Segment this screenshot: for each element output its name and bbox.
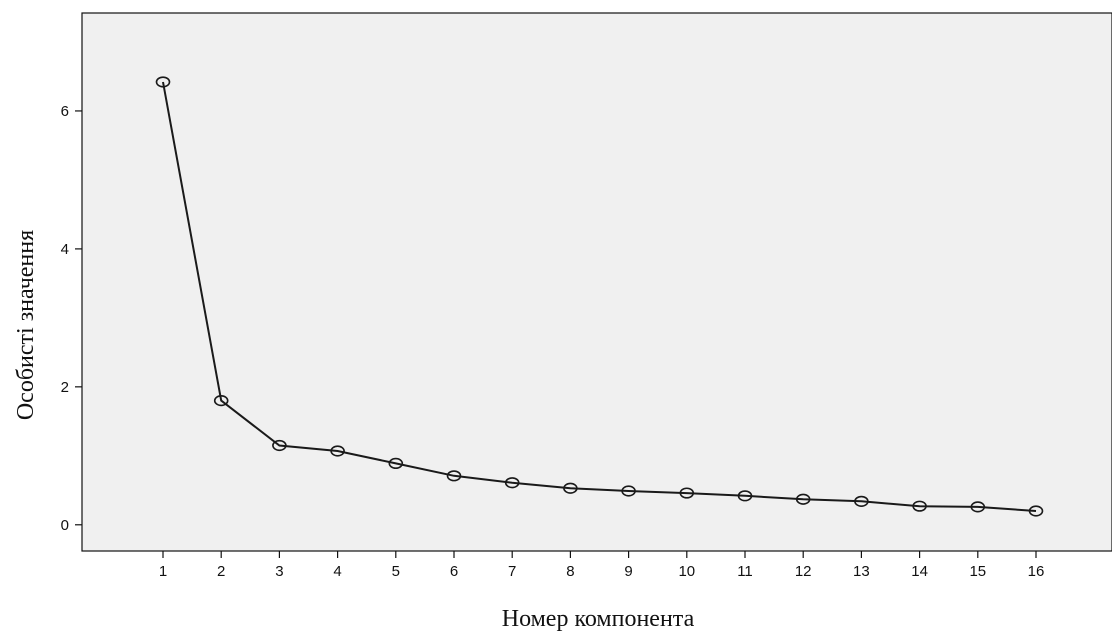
data-point-7: [504, 477, 520, 489]
data-point-2: [213, 395, 229, 407]
plot-area: [81, 12, 1112, 552]
x-tick-label-4: 4: [333, 563, 341, 580]
data-point-1: [155, 76, 171, 88]
data-point-13: [854, 495, 869, 507]
y-axis: 0 2 4 6: [61, 103, 82, 534]
data-point-9: [621, 485, 636, 497]
x-tick-label-2: 2: [217, 563, 225, 580]
series-line: [162, 81, 1037, 512]
data-point-14: [912, 500, 927, 512]
x-tick-label-6: 6: [450, 563, 458, 580]
y-tick-label-0: 0: [61, 517, 69, 534]
data-point-3: [272, 439, 287, 452]
y-axis-title: Особисті значення: [13, 230, 39, 420]
data-point-15: [970, 501, 986, 513]
y-tick-label-4: 4: [61, 241, 69, 258]
x-tick-label-12: 12: [795, 563, 812, 580]
x-tick-label-3: 3: [275, 563, 283, 580]
data-point-5: [388, 457, 404, 470]
data-point-11: [737, 490, 753, 502]
x-tick-label-14: 14: [911, 563, 928, 580]
x-tick-label-1: 1: [159, 563, 167, 580]
y-tick-label-6: 6: [61, 103, 69, 120]
x-tick-label-11: 11: [737, 563, 753, 580]
x-tick-label-9: 9: [624, 563, 632, 580]
data-point-6: [446, 470, 462, 482]
x-tick-label-13: 13: [853, 563, 870, 580]
data-point-12: [795, 493, 811, 505]
data-point-8: [563, 482, 578, 494]
x-tick-label-5: 5: [392, 563, 400, 580]
x-tick-label-7: 7: [508, 563, 516, 580]
x-tick-label-15: 15: [969, 563, 986, 580]
x-axis: 1 2 3 4 5 6 7 8 9 10 11 12 13 14 15 16: [159, 551, 1045, 580]
data-point-4: [330, 445, 345, 457]
x-tick-label-8: 8: [566, 563, 574, 580]
x-tick-label-16: 16: [1028, 563, 1045, 580]
data-point-10: [679, 487, 695, 499]
x-tick-label-10: 10: [678, 563, 695, 580]
y-tick-label-2: 2: [61, 379, 69, 396]
data-point-16: [1028, 505, 1044, 517]
data-points: [155, 76, 1044, 517]
x-axis-title: Номер компонента: [502, 606, 695, 632]
